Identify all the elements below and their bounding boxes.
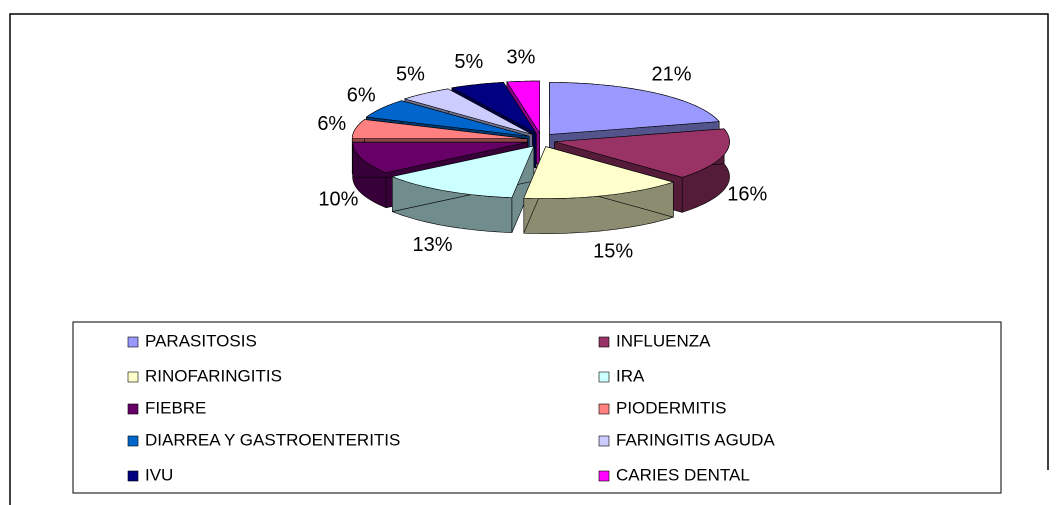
legend-swatch xyxy=(598,470,610,482)
legend-swatch xyxy=(598,435,610,447)
data-label: 13% xyxy=(413,234,453,256)
slice xyxy=(391,145,535,198)
slice xyxy=(451,82,537,134)
legend-label: FARINGITIS AGUDA xyxy=(616,430,775,449)
legend-swatch xyxy=(127,371,139,383)
legend-label: IVU xyxy=(145,465,173,484)
legend-label: PARASITOSIS xyxy=(145,331,257,350)
data-label: 16% xyxy=(727,184,767,206)
legend-swatch xyxy=(598,403,610,415)
data-label: 15% xyxy=(593,240,633,262)
slice xyxy=(523,146,675,199)
legend-swatch xyxy=(598,336,610,348)
legend-swatch xyxy=(127,336,139,348)
legend-label: RINOFARINGITIS xyxy=(145,366,282,385)
pie: 21% 16% 15% 13% 10% 6%6% 5% 5% 3% xyxy=(317,47,767,263)
slice xyxy=(549,82,720,135)
legend-swatch xyxy=(127,435,139,447)
legend-box xyxy=(72,321,1002,494)
legend-swatch xyxy=(127,470,139,482)
slice xyxy=(365,100,530,137)
slice xyxy=(403,88,533,135)
slice xyxy=(506,80,540,135)
data-label: 6% xyxy=(347,84,376,106)
slice xyxy=(352,141,528,174)
data-label: 21% xyxy=(652,63,692,85)
legend-label: CARIES DENTAL xyxy=(616,465,750,484)
legend-label: PIODERMITIS xyxy=(616,398,727,417)
chart-frame xyxy=(9,13,1049,505)
legend-label: FIEBRE xyxy=(145,398,206,417)
legend-label: DIARREA Y GASTROENTERITIS xyxy=(145,430,400,449)
data-label: 10% xyxy=(318,189,358,211)
data-label: 5% xyxy=(454,51,483,73)
data-label: 5% xyxy=(396,63,425,85)
slice xyxy=(554,128,730,178)
data-label: 6% xyxy=(317,113,346,135)
legend-swatch xyxy=(127,403,139,415)
slice xyxy=(351,119,528,139)
legend-swatch xyxy=(598,371,610,383)
legend-label: IRA xyxy=(616,366,645,385)
legend: PARASITOSIS INFLUENZA RINOFARINGITIS IRA FIE… xyxy=(127,331,775,484)
data-label: 3% xyxy=(507,47,536,69)
legend-label: INFLUENZA xyxy=(616,331,711,350)
